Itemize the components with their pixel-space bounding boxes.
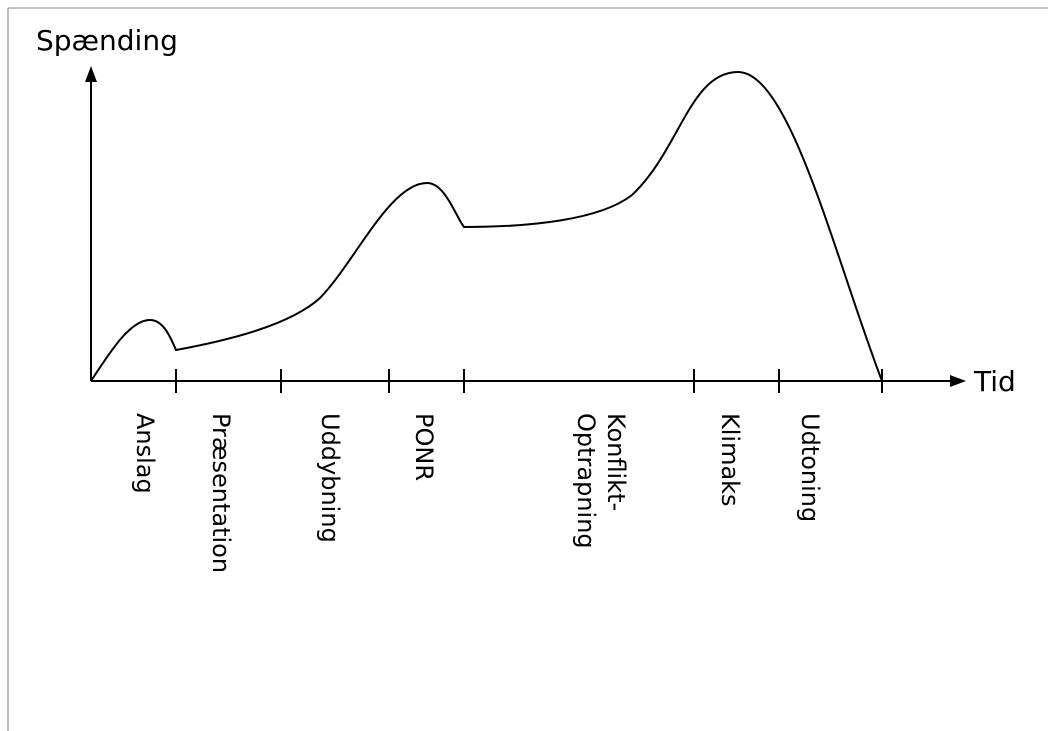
phase-label-udtoning: Udtoning [796,413,824,522]
phase-label-konflikt-line1: Konflikt- [602,413,630,511]
phase-label-uddybning: Uddybning [316,413,344,543]
x-axis-label: Tid [973,365,1016,398]
tension-curve [90,70,883,382]
phase-label-ponr: PONR [410,413,438,481]
phase-label-anslag: Anslag [131,413,159,494]
phase-label-praesentation: Præsentation [207,413,235,573]
y-axis-arrowhead [85,66,97,82]
x-axis-arrowhead [950,375,966,387]
phase-label-klimaks: Klimaks [716,413,744,507]
y-axis-label: Spænding [36,24,178,57]
phase-label-konflikt-line2: Optrapning [572,413,600,549]
phase-label-konflikt-optrapning: Konflikt- Optrapning [572,413,630,549]
